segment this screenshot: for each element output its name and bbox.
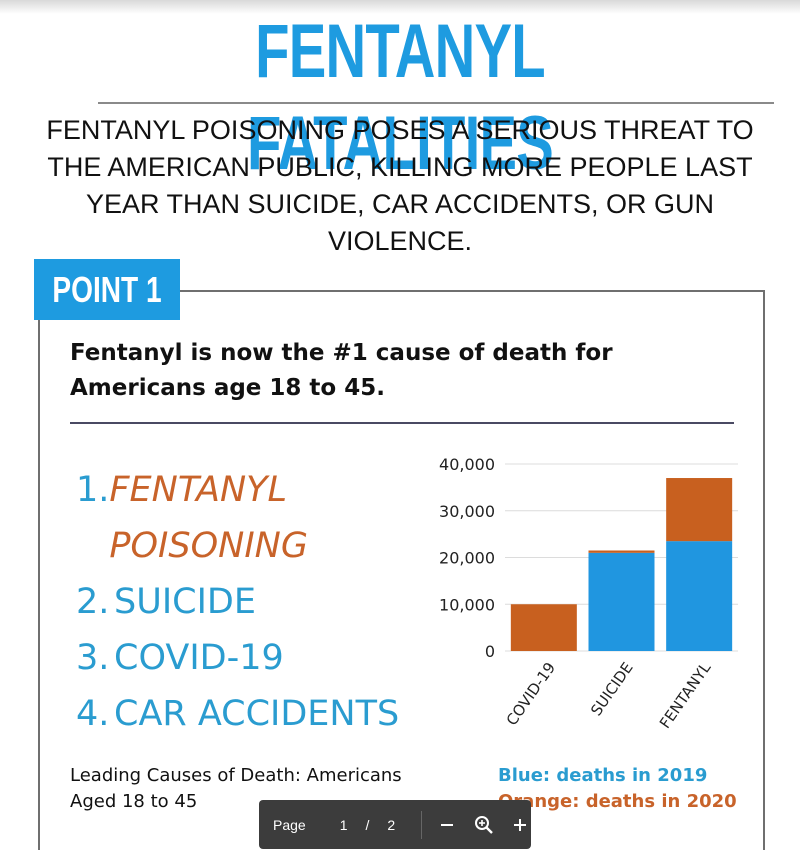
legend-2019: Blue: deaths in 2019: [498, 765, 708, 786]
list-text: CAR ACCIDENTS: [114, 694, 400, 734]
y-tick-label: 10,000: [439, 595, 495, 614]
chart-caption: Leading Causes of Death: Americans Aged …: [70, 765, 402, 812]
list-item: 4. CAR ACCIDENTS: [76, 686, 436, 742]
y-tick-label: 40,000: [439, 455, 495, 474]
top-shadow: [0, 0, 800, 14]
list-item: 2. SUICIDE: [76, 574, 436, 630]
x-tick-label: FENTANYL: [656, 658, 715, 731]
legend-2020: Orange: deaths in 2020: [498, 791, 737, 812]
page-label: Page: [273, 816, 306, 833]
toolbar-divider: [421, 810, 423, 839]
page-title: FENTANYL FATALITIES: [246, 9, 554, 186]
current-page-input[interactable]: 1: [339, 816, 348, 833]
statement-divider: [70, 422, 734, 424]
minus-icon: [441, 823, 454, 826]
y-tick-label: 30,000: [439, 502, 495, 521]
total-pages: 2: [387, 816, 396, 833]
list-item: 1. FENTANYL POISONING: [76, 462, 436, 574]
list-text: COVID-19: [114, 638, 284, 678]
add-button[interactable]: [509, 813, 531, 837]
point-label: POINT 1: [52, 268, 162, 310]
bar: [666, 541, 733, 651]
zoom-out-button[interactable]: [436, 813, 458, 837]
bar: [510, 604, 577, 651]
page-separator: /: [365, 816, 370, 833]
bar: [666, 478, 733, 542]
bar-chart: 0 10,000 20,000 30,000 40,000 COVID-19 SUICIDE…: [439, 455, 738, 732]
x-tick-label: COVID-19: [503, 659, 559, 729]
y-tick-label: 20,000: [439, 549, 495, 568]
list-number: 2.: [76, 582, 110, 622]
intro-text: FENTANYL POISONING POSES A SERIOUS THREA…: [46, 115, 754, 256]
point-statement: Fentanyl is now the #1 cause of death fo…: [70, 340, 613, 401]
y-tick-label: 0: [485, 642, 495, 661]
bar: [588, 550, 655, 553]
list-number: 4.: [76, 694, 110, 734]
x-tick-label: SUICIDE: [587, 659, 637, 719]
bar: [588, 552, 655, 651]
list-item: 3. COVID-19: [76, 630, 436, 686]
pdf-pager-toolbar: Page 1 / 2: [259, 800, 531, 849]
plus-icon: [513, 818, 526, 831]
zoom-in-icon: [474, 815, 493, 834]
zoom-in-button[interactable]: [472, 813, 494, 837]
point-panel: [38, 290, 765, 850]
list-number: 3.: [76, 638, 110, 678]
list-number: 1.: [76, 470, 110, 510]
point-tab: POINT 1: [34, 259, 180, 320]
causes-list: 1. FENTANYL POISONING 2. SUICIDE 3. COVI…: [76, 462, 436, 742]
list-text: SUICIDE: [114, 582, 256, 622]
title-divider: [98, 102, 774, 104]
list-text: FENTANYL POISONING: [109, 470, 308, 566]
